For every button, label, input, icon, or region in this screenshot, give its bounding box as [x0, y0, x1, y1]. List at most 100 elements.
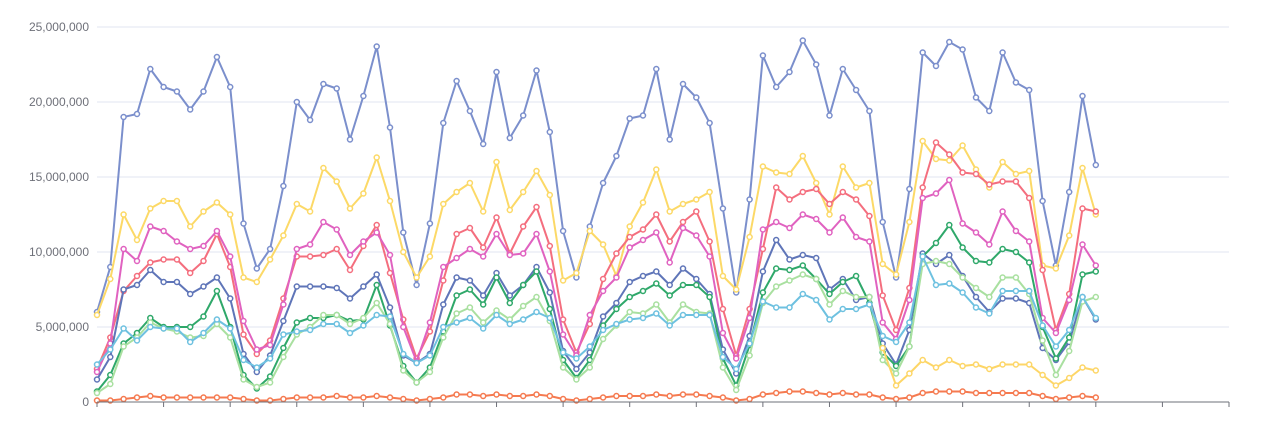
data-point[interactable]	[373, 43, 380, 50]
data-point[interactable]	[533, 268, 540, 275]
data-point[interactable]	[959, 289, 966, 296]
data-point[interactable]	[586, 395, 594, 403]
data-point[interactable]	[706, 253, 713, 260]
data-point[interactable]	[559, 364, 567, 371]
data-point[interactable]	[639, 272, 647, 280]
data-point[interactable]	[360, 283, 367, 290]
data-point[interactable]	[919, 356, 926, 364]
data-point[interactable]	[999, 208, 1006, 215]
data-point[interactable]	[240, 395, 247, 403]
data-point[interactable]	[613, 320, 620, 328]
data-point[interactable]	[213, 53, 221, 61]
data-point[interactable]	[852, 293, 860, 301]
data-point[interactable]	[613, 274, 620, 281]
data-point[interactable]	[772, 265, 780, 272]
data-point[interactable]	[946, 280, 953, 287]
data-point[interactable]	[546, 128, 554, 136]
data-point[interactable]	[519, 223, 527, 230]
data-point[interactable]	[666, 322, 673, 329]
data-point[interactable]	[1012, 389, 1020, 397]
data-point[interactable]	[719, 205, 727, 212]
data-point[interactable]	[346, 205, 354, 212]
data-point[interactable]	[799, 188, 807, 196]
data-point[interactable]	[892, 362, 900, 370]
data-point[interactable]	[746, 340, 753, 347]
data-point[interactable]	[1025, 361, 1033, 368]
data-point[interactable]	[919, 194, 926, 202]
data-point[interactable]	[320, 251, 327, 259]
data-point[interactable]	[932, 62, 940, 70]
data-point[interactable]	[666, 259, 673, 266]
data-point[interactable]	[746, 314, 753, 322]
data-point[interactable]	[1052, 371, 1060, 379]
data-point[interactable]	[959, 274, 966, 281]
data-point[interactable]	[120, 245, 127, 253]
data-point[interactable]	[173, 197, 181, 205]
data-point[interactable]	[493, 68, 500, 76]
data-point[interactable]	[599, 241, 607, 248]
data-point[interactable]	[186, 338, 194, 346]
data-point[interactable]	[226, 211, 234, 218]
data-point[interactable]	[306, 283, 314, 290]
data-point[interactable]	[466, 224, 474, 232]
data-point[interactable]	[892, 338, 900, 346]
data-point[interactable]	[533, 308, 540, 316]
data-point[interactable]	[1039, 371, 1046, 379]
data-point[interactable]	[240, 331, 247, 338]
data-point[interactable]	[693, 94, 700, 101]
data-point[interactable]	[559, 349, 567, 356]
data-point[interactable]	[147, 266, 154, 274]
data-point[interactable]	[373, 271, 380, 278]
data-point[interactable]	[679, 301, 687, 308]
data-point[interactable]	[906, 319, 913, 326]
data-point[interactable]	[479, 319, 487, 326]
data-point[interactable]	[453, 319, 460, 326]
data-point[interactable]	[280, 344, 287, 352]
data-point[interactable]	[932, 364, 940, 371]
data-point[interactable]	[533, 167, 540, 175]
data-point[interactable]	[333, 284, 340, 292]
data-point[interactable]	[693, 232, 700, 239]
data-point[interactable]	[573, 376, 580, 383]
data-point[interactable]	[333, 311, 340, 319]
data-point[interactable]	[906, 296, 913, 304]
data-point[interactable]	[186, 290, 194, 298]
data-point[interactable]	[626, 115, 633, 122]
data-point[interactable]	[306, 253, 314, 260]
data-point[interactable]	[533, 230, 540, 238]
data-point[interactable]	[706, 392, 713, 400]
data-point[interactable]	[959, 388, 966, 395]
data-point[interactable]	[786, 224, 793, 232]
data-point[interactable]	[320, 164, 327, 172]
data-point[interactable]	[959, 362, 966, 370]
data-point[interactable]	[160, 278, 167, 286]
data-point[interactable]	[120, 286, 127, 293]
data-point[interactable]	[453, 188, 460, 196]
data-point[interactable]	[639, 392, 647, 400]
data-point[interactable]	[879, 218, 886, 226]
data-point[interactable]	[799, 290, 807, 298]
data-point[interactable]	[693, 281, 700, 289]
data-point[interactable]	[972, 304, 980, 311]
data-point[interactable]	[999, 49, 1006, 56]
data-point[interactable]	[546, 314, 554, 322]
data-point[interactable]	[147, 65, 154, 73]
data-point[interactable]	[160, 325, 167, 332]
data-point[interactable]	[1079, 271, 1086, 278]
data-point[interactable]	[626, 308, 633, 316]
data-point[interactable]	[213, 274, 221, 281]
data-point[interactable]	[879, 332, 886, 340]
data-point[interactable]	[799, 37, 807, 44]
data-point[interactable]	[1039, 266, 1046, 274]
data-point[interactable]	[533, 203, 540, 211]
data-point[interactable]	[253, 265, 261, 272]
data-point[interactable]	[932, 388, 940, 395]
data-point[interactable]	[1092, 262, 1100, 269]
data-point[interactable]	[160, 197, 167, 205]
data-point[interactable]	[360, 190, 367, 197]
data-point[interactable]	[479, 253, 487, 260]
data-point[interactable]	[1065, 326, 1073, 334]
data-point[interactable]	[413, 359, 420, 367]
data-point[interactable]	[440, 277, 447, 284]
data-point[interactable]	[1079, 205, 1086, 212]
